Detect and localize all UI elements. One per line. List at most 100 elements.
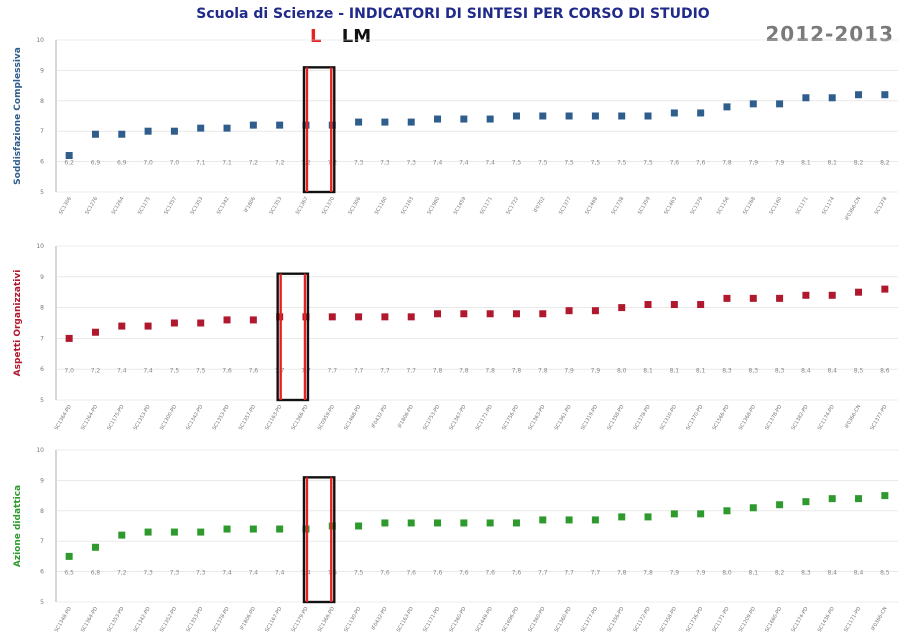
data-label: 7,5 — [564, 160, 574, 167]
category-label: SC1468-PD — [343, 404, 362, 431]
category-label: SC1264 — [111, 196, 126, 216]
data-point — [407, 519, 415, 527]
y-tick-label: 7 — [40, 335, 44, 342]
category-label: SC1353 — [190, 196, 205, 216]
data-point — [223, 316, 231, 324]
category-label: SC1356-PD — [606, 606, 625, 633]
data-label: 7,2 — [91, 367, 101, 374]
data-point — [618, 304, 626, 312]
y-tick-label: 10 — [36, 37, 44, 44]
data-point — [276, 121, 284, 129]
data-point — [118, 130, 126, 138]
data-point — [670, 301, 678, 309]
data-label: 7,6 — [670, 160, 680, 167]
data-label: 8,4 — [801, 367, 811, 374]
data-label: 8,5 — [880, 570, 890, 577]
y-tick-label: 6 — [40, 159, 44, 166]
data-point — [565, 516, 573, 524]
data-label: 6,5 — [64, 570, 74, 577]
data-point — [91, 130, 99, 138]
data-point — [776, 501, 784, 509]
data-point — [749, 294, 757, 302]
data-point — [434, 310, 442, 318]
data-point — [539, 310, 547, 318]
category-label: SC1366-PD — [290, 404, 309, 431]
data-label: 7,1 — [196, 160, 206, 167]
category-label: SC1268 — [742, 196, 757, 216]
y-tick-label: 7 — [40, 128, 44, 135]
category-label: SC1660-PD — [764, 606, 783, 633]
data-label: 8,2 — [880, 160, 890, 167]
data-point — [486, 519, 494, 527]
category-label: SC1364-PD — [80, 606, 99, 633]
data-point — [802, 94, 810, 102]
data-point — [644, 513, 652, 521]
y-tick-label: 9 — [40, 477, 44, 484]
data-point — [65, 152, 73, 160]
category-label: SC1353-PD — [106, 606, 125, 633]
data-label: 8,0 — [617, 367, 627, 374]
category-label: SC1360-PD — [527, 606, 546, 633]
data-point — [591, 307, 599, 315]
lm-highlight-box — [302, 476, 336, 604]
data-label: 8,3 — [801, 570, 811, 577]
y-tick-label: 5 — [40, 189, 44, 196]
category-label: SC1753-PD — [422, 404, 441, 431]
data-point — [460, 519, 468, 527]
data-label: 6,2 — [64, 160, 74, 167]
data-label: 6,9 — [91, 160, 101, 167]
category-label: SC1156 — [716, 196, 731, 216]
category-label: SC1175 — [137, 196, 152, 216]
data-point — [670, 109, 678, 117]
data-point — [91, 543, 99, 551]
category-label: SC1449-PD — [475, 606, 494, 633]
data-label: 7,8 — [643, 570, 653, 577]
y-tick-label: 10 — [36, 243, 44, 250]
data-label: 7,8 — [485, 367, 495, 374]
data-point — [723, 507, 731, 515]
y-tick-label: 5 — [40, 397, 44, 404]
category-label: SC1172-PD — [633, 606, 652, 633]
data-point — [249, 525, 257, 533]
data-point — [697, 109, 705, 117]
data-point — [723, 294, 731, 302]
data-label: 7,6 — [433, 570, 443, 577]
data-label: 7,3 — [406, 160, 416, 167]
data-label: 7,4 — [249, 570, 259, 577]
data-point — [670, 510, 678, 518]
data-label: 7,9 — [775, 160, 785, 167]
y-axis-label: Soddisfazione Complessiva — [13, 47, 23, 185]
category-label: SC1359 — [637, 196, 652, 216]
y-tick-label: 9 — [40, 274, 44, 281]
category-label: SC1566-PD — [711, 404, 730, 431]
y-tick-label: 6 — [40, 366, 44, 373]
data-label: 7,4 — [459, 160, 469, 167]
data-label: 7,7 — [406, 367, 416, 374]
category-label: SC1358-PD — [606, 404, 625, 431]
data-point — [644, 112, 652, 120]
legend: L LM — [310, 26, 371, 47]
data-point — [776, 294, 784, 302]
data-label: 7,2 — [275, 160, 285, 167]
data-point — [170, 319, 178, 327]
category-label: SC1379 — [689, 196, 704, 216]
category-label: SC1342-PD — [185, 404, 204, 431]
legend-l: L — [310, 26, 322, 47]
category-label: SC1306 — [347, 196, 362, 216]
category-label: SC1696-PD — [501, 606, 520, 633]
category-label: SC1353-PD — [133, 404, 152, 431]
category-label: SC1361-PD — [554, 404, 573, 431]
data-label: 7,9 — [564, 367, 574, 374]
data-point — [249, 316, 257, 324]
data-point — [749, 100, 757, 108]
data-label: 7,5 — [617, 160, 627, 167]
data-point — [144, 322, 152, 330]
category-label: SC1363-PD — [527, 404, 546, 431]
category-label: SC1722 — [505, 196, 520, 216]
data-label: 7,5 — [512, 160, 522, 167]
data-point — [486, 115, 494, 123]
lm-highlight-box — [302, 66, 336, 194]
data-point — [881, 285, 889, 293]
y-tick-label: 7 — [40, 538, 44, 545]
